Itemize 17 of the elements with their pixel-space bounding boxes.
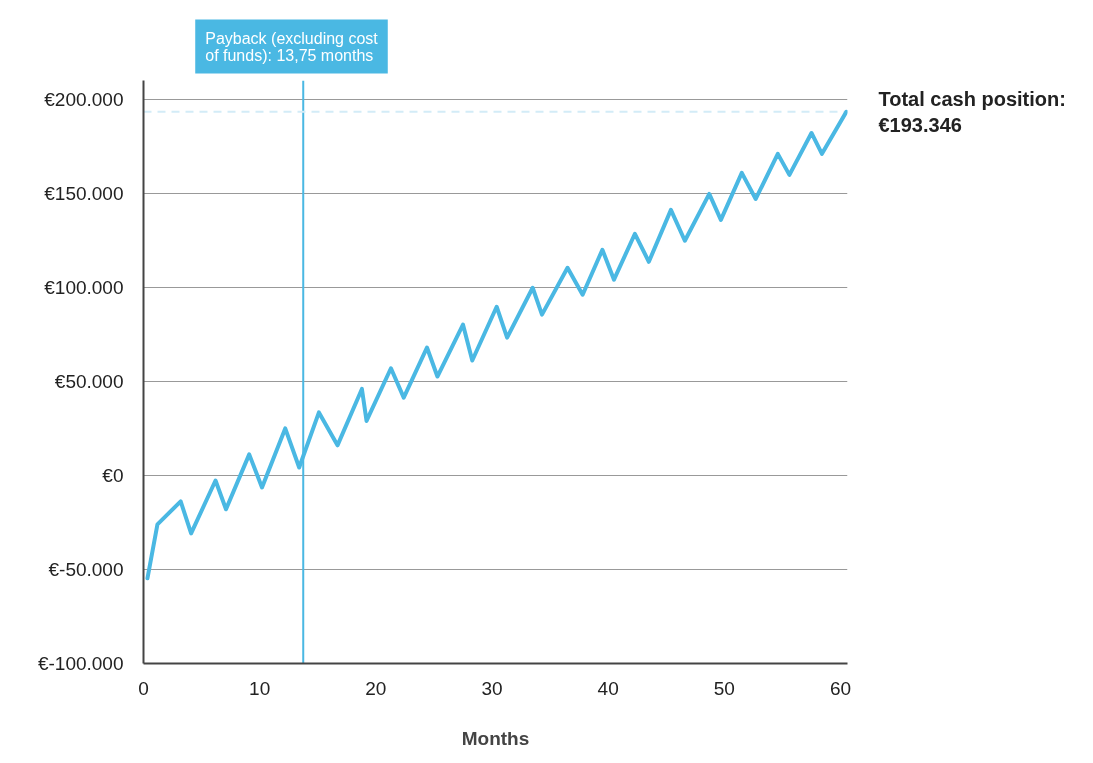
x-tick-label: 60 [829, 677, 852, 699]
y-tick-label: €-50.000 [48, 558, 124, 580]
x-tick-label: 20 [365, 677, 387, 699]
x-tick-label: 40 [597, 677, 619, 699]
ref-line-label: Total cash position: €193.346 [878, 87, 1066, 137]
y-tick-label: €200.000 [44, 88, 124, 110]
x-tick-label: 0 [138, 677, 149, 699]
x-axis-title: Months [461, 727, 530, 749]
x-tick-label: 50 [713, 677, 735, 699]
x-tick-label: 10 [249, 677, 271, 699]
ref-line-label: Payback (excluding cost of funds): 13,75 months [205, 29, 379, 64]
y-tick-label: €50.000 [54, 370, 124, 392]
y-tick-label: €100.000 [44, 276, 124, 298]
y-tick-label: €-100.000 [37, 653, 124, 674]
y-tick-label: €0 [102, 464, 124, 486]
y-tick-label: €150.000 [44, 182, 124, 204]
x-tick-label: 30 [481, 677, 503, 699]
